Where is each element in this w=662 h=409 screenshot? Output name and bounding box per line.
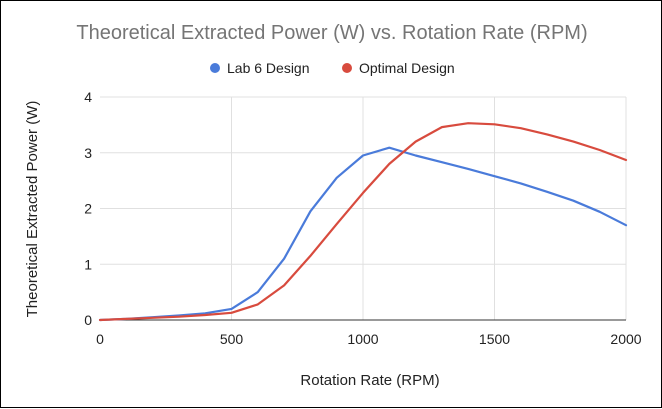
x-tick-label: 1500: [479, 331, 510, 347]
chart-title: Theoretical Extracted Power (W) vs. Rota…: [76, 22, 587, 44]
legend-label-lab6: Lab 6 Design: [227, 60, 310, 76]
y-tick-labels: 0 1 2 3 4: [84, 89, 92, 328]
y-tick-label: 4: [84, 89, 92, 105]
gridlines: [100, 96, 627, 321]
y-tick-label: 3: [84, 145, 92, 161]
legend-marker-lab6: [210, 63, 220, 73]
y-tick-label: 1: [84, 256, 92, 272]
y-axis-title: Theoretical Extracted Power (W): [24, 101, 41, 318]
legend-marker-optimal: [342, 63, 352, 73]
x-axis-title: Rotation Rate (RPM): [300, 372, 439, 389]
x-tick-label: 500: [220, 331, 244, 347]
series-line-optimal: [98, 122, 628, 322]
legend-label-optimal: Optimal Design: [359, 60, 455, 76]
x-tick-labels: 0 500 1000 1500 2000: [96, 331, 642, 347]
x-tick-label: 2000: [610, 331, 641, 347]
legend: Lab 6 Design Optimal Design: [210, 60, 455, 76]
y-tick-label: 0: [84, 312, 92, 328]
y-tick-label: 2: [84, 201, 92, 217]
series-lines: [98, 122, 628, 322]
x-tick-label: 1000: [347, 331, 378, 347]
x-tick-label: 0: [96, 331, 104, 347]
series-line-lab6: [98, 146, 628, 322]
